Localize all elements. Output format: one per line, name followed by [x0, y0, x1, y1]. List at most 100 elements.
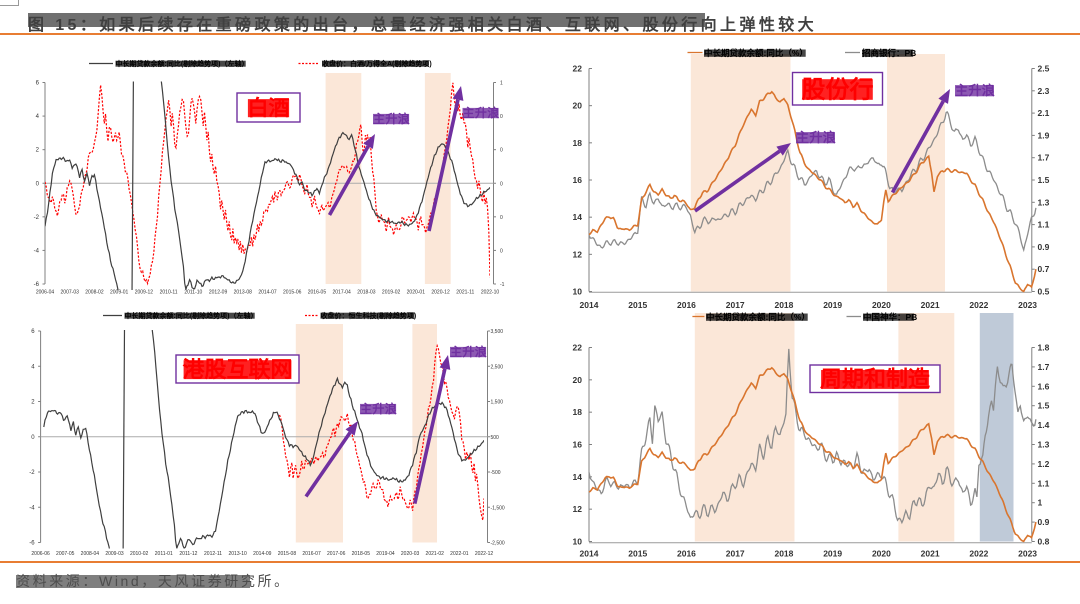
svg-text:2011-10: 2011-10 [184, 290, 202, 296]
svg-text:2015-06: 2015-06 [283, 290, 302, 296]
svg-text:0: 0 [36, 181, 40, 187]
svg-text:1.8: 1.8 [1038, 343, 1050, 353]
svg-text:2.5: 2.5 [1038, 64, 1050, 74]
svg-text:周期和制造: 周期和制造 [820, 367, 930, 392]
svg-text:1.1: 1.1 [1038, 220, 1050, 230]
svg-text:2014: 2014 [580, 300, 599, 310]
svg-text:2009-03: 2009-03 [105, 551, 124, 557]
svg-text:18: 18 [573, 407, 583, 417]
svg-text:收盘价：恒生科技(剔除趋势项): 收盘价：恒生科技(剔除趋势项) [321, 311, 417, 320]
svg-text:2020: 2020 [872, 549, 891, 559]
svg-text:2021: 2021 [921, 300, 940, 310]
svg-text:22: 22 [573, 64, 583, 74]
svg-text:2022-01: 2022-01 [450, 551, 469, 557]
svg-text:2018: 2018 [774, 549, 793, 559]
svg-text:2020: 2020 [872, 300, 891, 310]
svg-text:1.4: 1.4 [1038, 420, 1050, 430]
svg-text:18: 18 [573, 138, 583, 148]
svg-text:-4: -4 [29, 505, 35, 511]
svg-text:2,500: 2,500 [491, 364, 504, 370]
svg-text:12: 12 [573, 504, 583, 514]
svg-text:1.7: 1.7 [1038, 153, 1050, 163]
svg-text:2008-04: 2008-04 [81, 551, 100, 557]
svg-text:10: 10 [573, 287, 583, 297]
svg-text:2015-08: 2015-08 [278, 551, 297, 557]
svg-text:2011-12: 2011-12 [179, 551, 197, 557]
svg-text:2006-06: 2006-06 [31, 551, 50, 557]
svg-text:主升浪: 主升浪 [955, 83, 995, 98]
svg-text:2022-10: 2022-10 [481, 290, 500, 296]
svg-text:港股互联网: 港股互联网 [182, 357, 292, 382]
svg-text:1.7: 1.7 [1038, 362, 1050, 372]
svg-text:2021-02: 2021-02 [426, 551, 445, 557]
svg-text:2020-03: 2020-03 [401, 551, 420, 557]
svg-text:主升浪: 主升浪 [360, 401, 397, 416]
svg-text:中长期贷款余额:同比（%）: 中长期贷款余额:同比（%） [706, 312, 810, 322]
svg-text:1.1: 1.1 [1038, 478, 1050, 488]
svg-text:2018-05: 2018-05 [352, 551, 371, 557]
svg-text:2006-04: 2006-04 [36, 290, 55, 296]
svg-text:500: 500 [491, 435, 500, 441]
svg-text:0.7: 0.7 [1038, 264, 1050, 274]
svg-text:0: 0 [500, 248, 503, 254]
svg-text:2009-01: 2009-01 [110, 290, 129, 296]
svg-text:0.8: 0.8 [1038, 537, 1050, 547]
svg-text:2010-11: 2010-11 [160, 290, 178, 296]
svg-text:4: 4 [31, 364, 35, 370]
svg-text:2016-07: 2016-07 [302, 551, 321, 557]
svg-text:2: 2 [31, 400, 35, 406]
svg-text:中长期贷款余额:同比（%）: 中长期贷款余额:同比（%） [704, 48, 808, 58]
svg-text:6: 6 [31, 329, 35, 335]
svg-text:招商银行：PB: 招商银行：PB [862, 48, 916, 58]
svg-text:中长期贷款余额:同比(剔除趋势项)（左轴）: 中长期贷款余额:同比(剔除趋势项)（左轴） [116, 59, 249, 68]
svg-text:2014-09: 2014-09 [253, 551, 272, 557]
svg-text:主升浪: 主升浪 [796, 130, 836, 145]
svg-text:2017-06: 2017-06 [327, 551, 346, 557]
svg-text:-500: -500 [491, 470, 501, 476]
svg-text:0: 0 [31, 435, 35, 441]
svg-text:1.3: 1.3 [1038, 440, 1050, 450]
svg-text:-2: -2 [34, 215, 40, 221]
svg-text:2015: 2015 [628, 300, 647, 310]
svg-text:0: 0 [500, 114, 503, 120]
svg-text:中长期贷款余额:同比(剔除趋势项)（左轴）: 中长期贷款余额:同比(剔除趋势项)（左轴） [125, 311, 258, 320]
svg-text:2022: 2022 [969, 300, 988, 310]
svg-text:收盘价：白酒/万得全A(剔除趋势项): 收盘价：白酒/万得全A(剔除趋势项) [322, 59, 432, 68]
svg-text:0.9: 0.9 [1038, 517, 1050, 527]
svg-text:0.9: 0.9 [1038, 242, 1050, 252]
svg-text:2013-10: 2013-10 [228, 551, 247, 557]
svg-text:2007-03: 2007-03 [61, 290, 80, 296]
svg-text:2019-04: 2019-04 [376, 551, 395, 557]
svg-text:4: 4 [36, 114, 40, 120]
svg-text:主升浪: 主升浪 [373, 111, 410, 126]
svg-text:3,500: 3,500 [491, 329, 504, 335]
svg-text:中国神华：PB: 中国神华：PB [863, 312, 917, 322]
svg-text:2007-05: 2007-05 [56, 551, 75, 557]
svg-text:2013-08: 2013-08 [234, 290, 253, 296]
svg-text:0.5: 0.5 [1038, 287, 1050, 297]
svg-text:0: 0 [500, 215, 503, 221]
svg-text:2021-11: 2021-11 [456, 290, 474, 296]
svg-text:2012-09: 2012-09 [209, 290, 228, 296]
svg-text:1.6: 1.6 [1038, 381, 1050, 391]
svg-text:2021: 2021 [921, 549, 940, 559]
svg-text:2019-02: 2019-02 [382, 290, 401, 296]
svg-text:-2: -2 [29, 470, 35, 476]
svg-text:2023: 2023 [1018, 300, 1037, 310]
svg-text:2016: 2016 [677, 300, 696, 310]
svg-text:22: 22 [573, 343, 583, 353]
svg-text:2.3: 2.3 [1038, 86, 1050, 96]
svg-text:2008-02: 2008-02 [85, 290, 104, 296]
svg-text:1.5: 1.5 [1038, 175, 1050, 185]
svg-text:2015: 2015 [628, 549, 647, 559]
svg-text:2011-01: 2011-01 [155, 551, 173, 557]
svg-text:14: 14 [573, 212, 583, 222]
svg-text:2022-12: 2022-12 [475, 551, 494, 557]
svg-text:2023: 2023 [1018, 549, 1037, 559]
svg-text:2017-04: 2017-04 [332, 290, 351, 296]
svg-text:1.5: 1.5 [1038, 401, 1050, 411]
svg-text:20: 20 [573, 101, 583, 111]
svg-text:20: 20 [573, 375, 583, 385]
svg-text:-2,500: -2,500 [491, 541, 505, 547]
svg-text:1.2: 1.2 [1038, 459, 1050, 469]
